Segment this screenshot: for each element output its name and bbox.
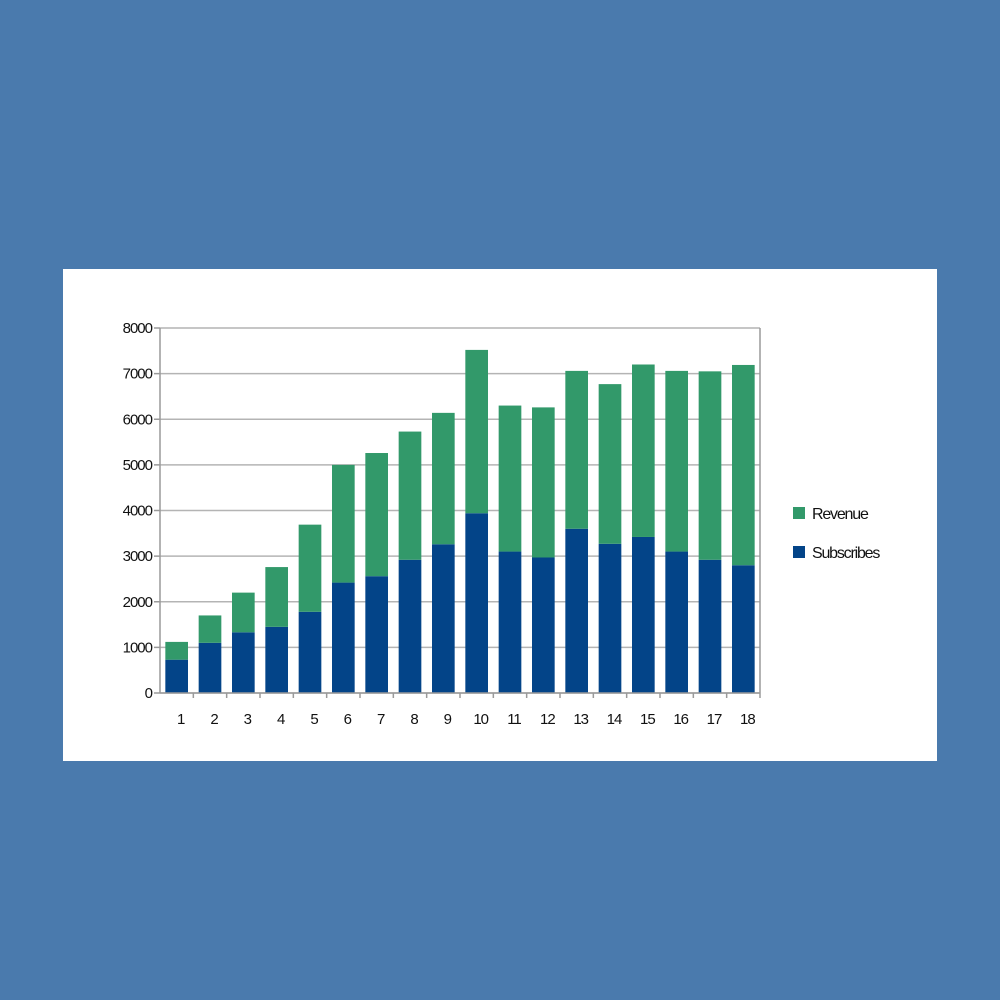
- bar-series: [165, 349, 755, 693]
- bar-revenue-15: [632, 364, 655, 537]
- x-tick-label: 18: [740, 711, 755, 728]
- bar-revenue-2: [198, 615, 222, 643]
- x-axis-tick-labels: 1 2 3 4 5 6 7 8 9 10 11 12 13 14 15 16 17 18: [177, 711, 756, 728]
- y-tick-label: 5000: [123, 457, 153, 474]
- y-tick-label: 1000: [123, 639, 153, 656]
- bar-revenue-9: [432, 412, 455, 545]
- x-tick-label: 8: [410, 711, 418, 728]
- x-tick-label: 14: [607, 711, 622, 728]
- bar-revenue-8: [398, 431, 422, 560]
- legend-label-subscribes: Subscribes: [812, 545, 880, 562]
- y-tick-label: 2000: [123, 594, 153, 611]
- y-tick-label: 8000: [123, 320, 153, 337]
- y-tick-label: 6000: [123, 411, 153, 428]
- bar-revenue-16: [665, 370, 688, 552]
- bar-subscribes-3: [232, 632, 255, 693]
- bar-subscribes-13: [565, 528, 588, 693]
- legend: Revenue Subscribes: [793, 506, 882, 562]
- legend-swatch-revenue: [793, 507, 805, 519]
- bar-subscribes-11: [498, 551, 522, 693]
- x-tick-label: 17: [707, 711, 722, 728]
- bar-revenue-6: [332, 464, 355, 583]
- x-tick-label: 2: [210, 711, 218, 728]
- bar-subscribes-4: [265, 626, 288, 693]
- bar-revenue-10: [465, 349, 488, 514]
- x-tick-label: 6: [344, 711, 352, 728]
- bar-revenue-14: [598, 384, 622, 544]
- x-tick-label: 4: [277, 711, 285, 728]
- x-tick-label: 1: [177, 711, 185, 728]
- legend-label-revenue: Revenue: [812, 506, 869, 523]
- bar-revenue-3: [232, 592, 255, 633]
- x-tick-label: 7: [377, 711, 385, 728]
- y-tick-label: 7000: [123, 366, 153, 383]
- x-tick-label: 5: [310, 711, 318, 728]
- bar-subscribes-8: [398, 559, 422, 693]
- bar-subscribes-12: [532, 557, 555, 693]
- bar-subscribes-7: [365, 576, 388, 693]
- bar-revenue-7: [365, 453, 388, 577]
- x-tick-label: 10: [473, 711, 488, 728]
- bar-subscribes-10: [465, 513, 488, 693]
- bar-subscribes-9: [432, 544, 455, 693]
- bar-revenue-13: [565, 370, 588, 529]
- y-tick-label: 0: [145, 685, 153, 702]
- x-tick-label: 12: [540, 711, 555, 728]
- bar-revenue-17: [698, 371, 722, 560]
- bar-subscribes-14: [598, 543, 622, 693]
- x-tick-label: 13: [573, 711, 588, 728]
- x-tick-label: 11: [507, 711, 521, 728]
- legend-swatch-subscribes: [793, 546, 805, 558]
- bar-subscribes-2: [198, 642, 222, 693]
- bar-subscribes-5: [298, 611, 322, 693]
- bar-revenue-4: [265, 567, 288, 627]
- x-tick-label: 15: [640, 711, 655, 728]
- grid-lines: [160, 327, 760, 694]
- bar-subscribes-1: [165, 659, 188, 693]
- bar-revenue-12: [532, 407, 555, 558]
- x-tick-label: 16: [673, 711, 688, 728]
- bar-subscribes-18: [732, 565, 755, 693]
- bar-subscribes-16: [665, 551, 688, 693]
- x-tick-label: 3: [244, 711, 252, 728]
- bar-revenue-18: [732, 364, 755, 566]
- y-tick-label: 3000: [123, 548, 153, 565]
- bar-revenue-1: [165, 641, 188, 660]
- bar-subscribes-17: [698, 559, 722, 693]
- y-tick-label: 4000: [123, 503, 153, 520]
- bar-revenue-5: [298, 524, 322, 612]
- x-tick-label: 9: [444, 711, 452, 728]
- axes: [154, 327, 761, 698]
- bar-revenue-11: [498, 405, 522, 552]
- bar-subscribes-6: [332, 582, 355, 693]
- y-axis-tick-labels: 0 1000 2000 3000 4000 5000 6000 7000 8000: [123, 320, 154, 702]
- bar-subscribes-15: [632, 536, 655, 693]
